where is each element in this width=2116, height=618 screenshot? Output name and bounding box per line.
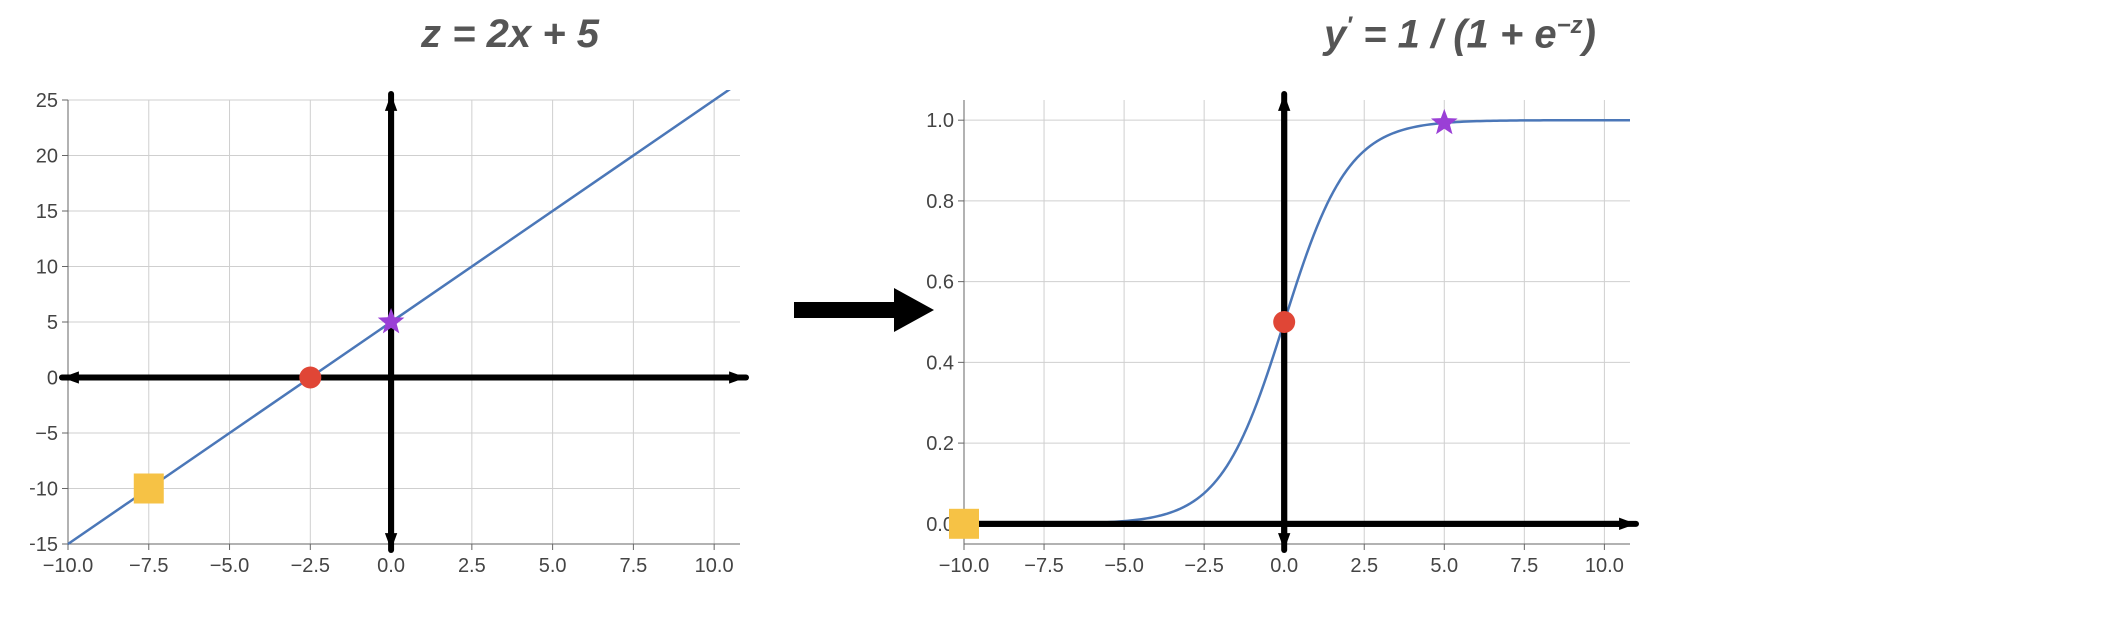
x-tick-label: −5.0 xyxy=(1104,555,1143,577)
y-tick-label: 25 xyxy=(36,90,58,112)
left-chart-title: z = 2x + 5 xyxy=(260,12,760,57)
y-tick-label: 0.8 xyxy=(926,191,954,213)
x-tick-label: 0.0 xyxy=(1270,555,1298,577)
y-tick-label: 1.0 xyxy=(926,110,954,132)
right-chart-title: y′ = 1 / (1 + e−z) xyxy=(1110,12,1810,57)
arrow-icon xyxy=(790,265,940,355)
y-tick-label: 20 xyxy=(36,146,58,168)
x-tick-label: 5.0 xyxy=(1430,555,1458,577)
marker-square xyxy=(134,474,164,504)
x-tick-label: 0.0 xyxy=(377,555,405,577)
x-tick-label: −7.5 xyxy=(129,555,168,577)
linear-chart: −10.0 −7.5 −5.0 −2.5 0.0 2.5 5.0 7.5 10.0 −15 −10 −… xyxy=(30,90,750,580)
x-tick-label: 2.5 xyxy=(458,555,486,577)
x-tick-label: 7.5 xyxy=(1510,555,1538,577)
x-tick-label: −2.5 xyxy=(291,555,330,577)
x-tick-label: 10.0 xyxy=(1585,555,1624,577)
y-tick-label: 10 xyxy=(36,257,58,279)
x-tick-label: 5.0 xyxy=(539,555,567,577)
y-tick-label: 0.2 xyxy=(926,433,954,455)
x-tick-label: −5.0 xyxy=(210,555,249,577)
y-tick-label: −10 xyxy=(30,479,58,501)
sigmoid-chart: −10.0−7.5−5.0−2.50.02.55.07.510.00.00.20… xyxy=(920,90,1640,580)
y-tick-label: 0 xyxy=(47,368,58,390)
y-tick-label: 0.4 xyxy=(926,352,954,374)
y-tick-label: 5 xyxy=(47,312,58,334)
x-tick-label: −7.5 xyxy=(1024,555,1063,577)
x-tick-label: 10.0 xyxy=(695,555,734,577)
x-tick-label: 2.5 xyxy=(1350,555,1378,577)
x-tick-label: −10.0 xyxy=(939,555,990,577)
y-tick-label: 0.6 xyxy=(926,272,954,294)
y-tick-label: 15 xyxy=(36,201,58,223)
marker-circle xyxy=(1273,311,1295,333)
y-tick-label: −5 xyxy=(35,423,58,445)
x-tick-label: 7.5 xyxy=(619,555,647,577)
y-tick-label: −15 xyxy=(30,534,58,556)
x-tick-label: −10.0 xyxy=(43,555,94,577)
marker-circle xyxy=(299,367,321,389)
marker-square xyxy=(949,509,979,539)
figure-stage: z = 2x + 5 y′ = 1 / (1 + e−z) −10.0−7.5−… xyxy=(0,0,2116,618)
x-tick-label: −2.5 xyxy=(1184,555,1223,577)
